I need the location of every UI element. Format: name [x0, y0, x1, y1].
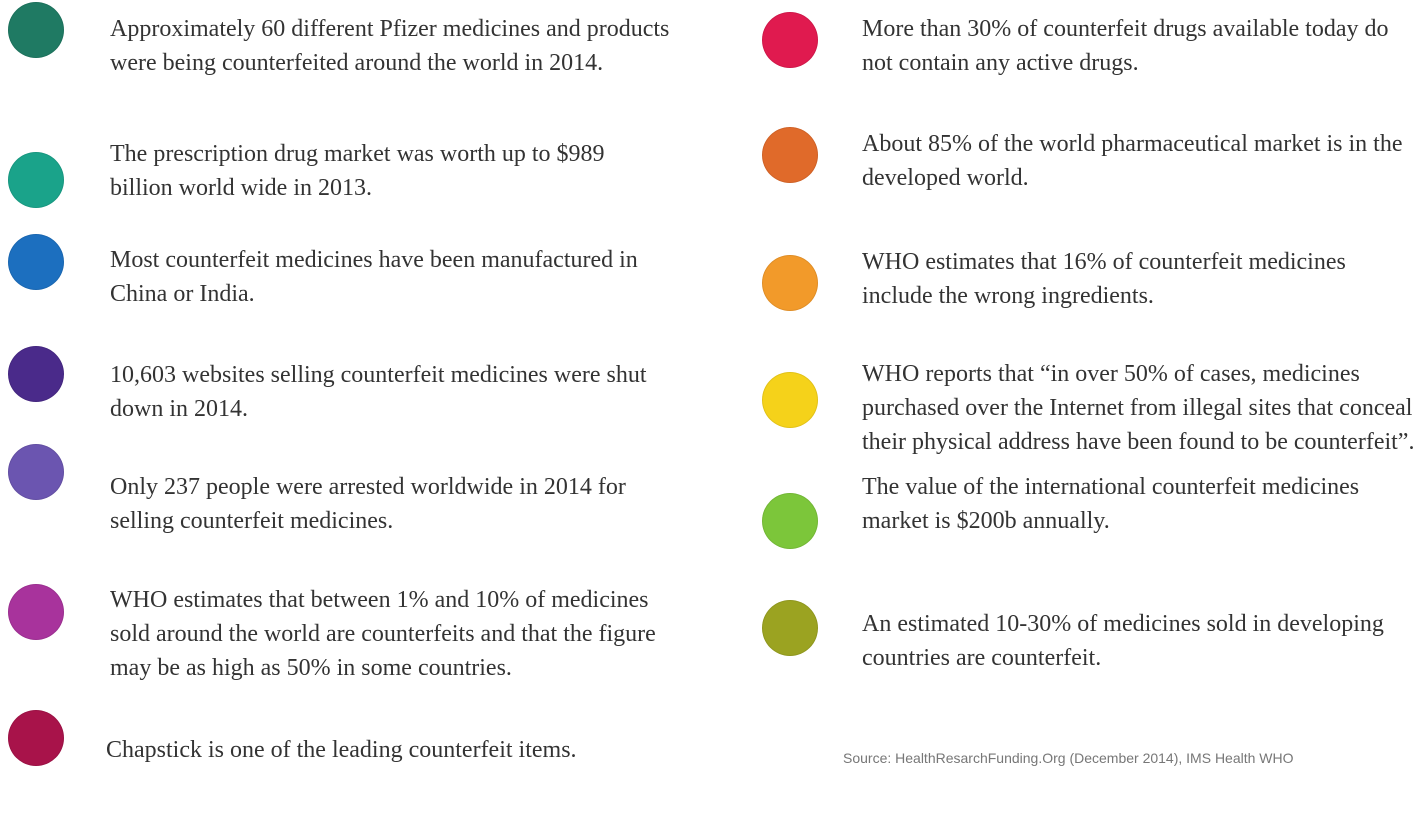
bullet — [8, 152, 64, 208]
bullet — [8, 234, 64, 290]
bullet — [8, 584, 64, 640]
bullet — [762, 372, 818, 428]
fact: The value of the international counterfe… — [862, 474, 1360, 534]
fact: More than 30% of counterfeit drugs avail… — [862, 16, 1389, 76]
fact: The prescription drug market was worth u… — [110, 141, 605, 201]
fact: WHO estimates that between 1% and 10% of… — [110, 587, 656, 681]
fact: Chapstick is one of the leading counterf… — [106, 737, 577, 763]
fact: Most counterfeit medicines have been man… — [110, 247, 638, 307]
source-note: Source: HealthResarchFunding.Org (Decemb… — [843, 750, 1294, 766]
bullet — [762, 493, 818, 549]
fact: Approximately 60 different Pfizer medici… — [110, 16, 670, 76]
fact: WHO estimates that 16% of counterfeit me… — [862, 249, 1346, 309]
bullet — [8, 346, 64, 402]
fact: 10,603 websites selling counterfeit medi… — [110, 362, 647, 422]
bullet — [762, 600, 818, 656]
bullet — [8, 444, 64, 500]
bullet — [762, 255, 818, 311]
fact: About 85% of the world pharmaceutical ma… — [862, 131, 1403, 191]
bullet — [762, 127, 818, 183]
fact: Only 237 people were arrested worldwide … — [110, 474, 626, 534]
bullet — [8, 2, 64, 58]
bullet — [8, 710, 64, 766]
fact: WHO reports that “in over 50% of cases, … — [862, 361, 1415, 455]
fact: An estimated 10-30% of medicines sold in… — [862, 611, 1384, 671]
bullet — [762, 12, 818, 68]
